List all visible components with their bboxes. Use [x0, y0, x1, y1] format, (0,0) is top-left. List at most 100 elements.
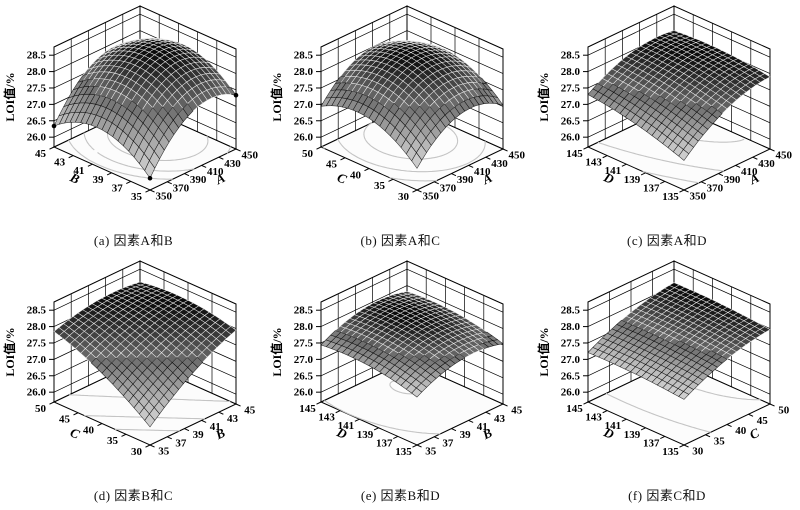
y-tick-label: 40 [350, 169, 362, 181]
z-tick-label: 26.5 [561, 115, 581, 127]
x-axis-title: B [212, 425, 227, 443]
y-tick-label: 141 [605, 165, 622, 177]
z-tick-label: 26.5 [294, 115, 314, 127]
x-axis-title: A [479, 170, 494, 188]
y-tick-label: 30 [398, 191, 410, 203]
z-tick-label: 28.5 [561, 50, 581, 62]
y-tick-label: 137 [643, 437, 660, 449]
z-tick-label: 27.5 [27, 337, 47, 349]
z-axis-title: LOI值/% [2, 72, 17, 121]
surface-mesh [587, 30, 771, 161]
x-axis-title: A [746, 170, 761, 188]
surface-mesh [53, 38, 237, 179]
surface-plot-c: 26.026.527.027.528.028.5LOI值/%3503703904… [536, 5, 792, 203]
z-tick-label: 27.0 [27, 354, 47, 366]
subplot-d: 26.0 26.5 27.0 27.5 28.0 28.5 LOI值/% 35 37 39 41 43… [0, 255, 267, 510]
x-axis-title: C [747, 425, 762, 442]
x-tick-label: 40 [735, 425, 747, 437]
y-tick-label: 139 [624, 174, 641, 186]
x-tick-label: 41 [210, 421, 221, 433]
y-tick-label: 30 [131, 446, 143, 458]
x-tick-label: 430 [491, 158, 508, 170]
z-tick-label: 26.0 [561, 387, 581, 399]
plot-caption-d: (d) 因素B和C [93, 488, 174, 503]
z-axis-title: LOI值/% [536, 72, 551, 121]
x-tick-label: 45 [511, 405, 522, 417]
surface-plot-d: 26.0 26.5 27.0 27.5 28.0 28.5 LOI值/% 35 37 39 41 43… [2, 260, 256, 458]
axes: 26.0 26.5 27.0 27.5 28.0 28.5 LOI值/% 35 37 39 41 43… [2, 305, 256, 458]
z-axis-title: LOI值/% [536, 327, 551, 376]
z-tick-label: 27.5 [561, 82, 581, 94]
z-tick-label: 26.0 [27, 387, 47, 399]
subplot-f: 26.0 26.5 27.0 27.5 28.0 28.5 LOI值/% 30 35 40 45 50… [534, 255, 800, 510]
y-tick-label: 35 [131, 191, 143, 203]
z-axis-title: LOI值/% [269, 72, 284, 121]
plot-caption-b: (b) 因素A和C [360, 233, 441, 248]
y-tick-label: 43 [54, 157, 66, 169]
y-tick-label: 45 [59, 414, 71, 426]
x-tick-label: 390 [457, 174, 474, 186]
x-tick-label: 45 [244, 405, 256, 417]
surface-plot-b: 26.026.527.027.528.028.5LOI值/%3503703904… [269, 5, 525, 203]
surface-plot-a: 26.026.527.027.528.028.5LOI值/%3503703904… [2, 5, 258, 203]
y-tick-label: 143 [585, 412, 602, 424]
y-tick-label: 135 [395, 446, 412, 458]
y-tick-label: 145 [299, 403, 316, 415]
x-tick-label: 430 [224, 158, 241, 170]
z-tick-label: 26.5 [27, 115, 47, 127]
z-tick-label: 26.0 [294, 387, 314, 399]
y-axis-title: B [67, 169, 82, 187]
subplot-c: 26.0 26.5 27.0 27.5 28.0 28.5 LOI值/% 350 370 390 4… [534, 0, 800, 255]
x-tick-label: 450 [508, 150, 525, 162]
x-tick-label: 370 [440, 182, 457, 194]
plot-caption-e: (e) 因素B和D [360, 488, 441, 503]
y-axis-title: D [601, 169, 617, 187]
z-tick-label: 27.5 [294, 82, 314, 94]
x-tick-label: 370 [707, 182, 724, 194]
axes: 26.026.527.027.528.028.5LOI值/%3503703904… [269, 50, 525, 203]
z-tick-label: 28.5 [27, 50, 47, 62]
x-tick-label: 43 [227, 413, 239, 425]
z-tick-label: 28.0 [294, 321, 314, 333]
x-tick-label: 410 [741, 166, 758, 178]
y-tick-label: 45 [326, 159, 338, 171]
z-tick-label: 26.0 [27, 132, 47, 144]
y-tick-label: 143 [318, 412, 335, 424]
x-tick-label: 35 [425, 446, 437, 458]
z-tick-label: 28.5 [294, 50, 314, 62]
surface-mesh [53, 281, 237, 428]
x-tick-label: 350 [155, 191, 172, 203]
z-tick-label: 28.5 [27, 305, 47, 317]
y-tick-label: 50 [35, 403, 47, 415]
design-point-markers [51, 92, 239, 181]
y-tick-label: 37 [112, 182, 124, 194]
z-tick-label: 26.0 [294, 132, 314, 144]
surface-plot-f: 26.0 26.5 27.0 27.5 28.0 28.5 LOI值/% 30 35 40 45 50… [536, 260, 790, 458]
x-tick-label: 45 [757, 415, 769, 427]
z-tick-label: 28.0 [27, 321, 47, 333]
plot-caption-a: (a) 因素A和B [93, 233, 174, 248]
y-tick-label: 45 [35, 148, 47, 160]
x-tick-label: 390 [190, 174, 207, 186]
x-tick-label: 39 [193, 429, 205, 441]
plot-caption-f: (f) 因素C和D [628, 488, 706, 503]
y-axis-title: D [601, 424, 617, 442]
z-tick-label: 26.5 [561, 370, 581, 382]
x-tick-label: 39 [460, 429, 472, 441]
subplot-b: 26.0 26.5 27.0 27.5 28.0 28.5 LOI值/% 350 370 390 4… [267, 0, 534, 255]
subplot-e: 26.0 26.5 27.0 27.5 28.0 28.5 LOI值/% 35 37 39 41 43… [267, 255, 534, 510]
y-tick-label: 145 [566, 148, 583, 160]
x-tick-label: 50 [778, 405, 790, 417]
z-tick-label: 27.5 [294, 337, 314, 349]
x-tick-label: 390 [724, 174, 741, 186]
y-tick-label: 35 [107, 435, 119, 447]
y-tick-label: 143 [585, 157, 602, 169]
z-tick-label: 28.0 [561, 66, 581, 78]
z-tick-label: 28.0 [561, 321, 581, 333]
z-tick-label: 28.5 [561, 305, 581, 317]
z-axis-title: LOI值/% [2, 327, 17, 376]
y-tick-label: 40 [83, 424, 95, 436]
y-tick-label: 135 [662, 191, 679, 203]
